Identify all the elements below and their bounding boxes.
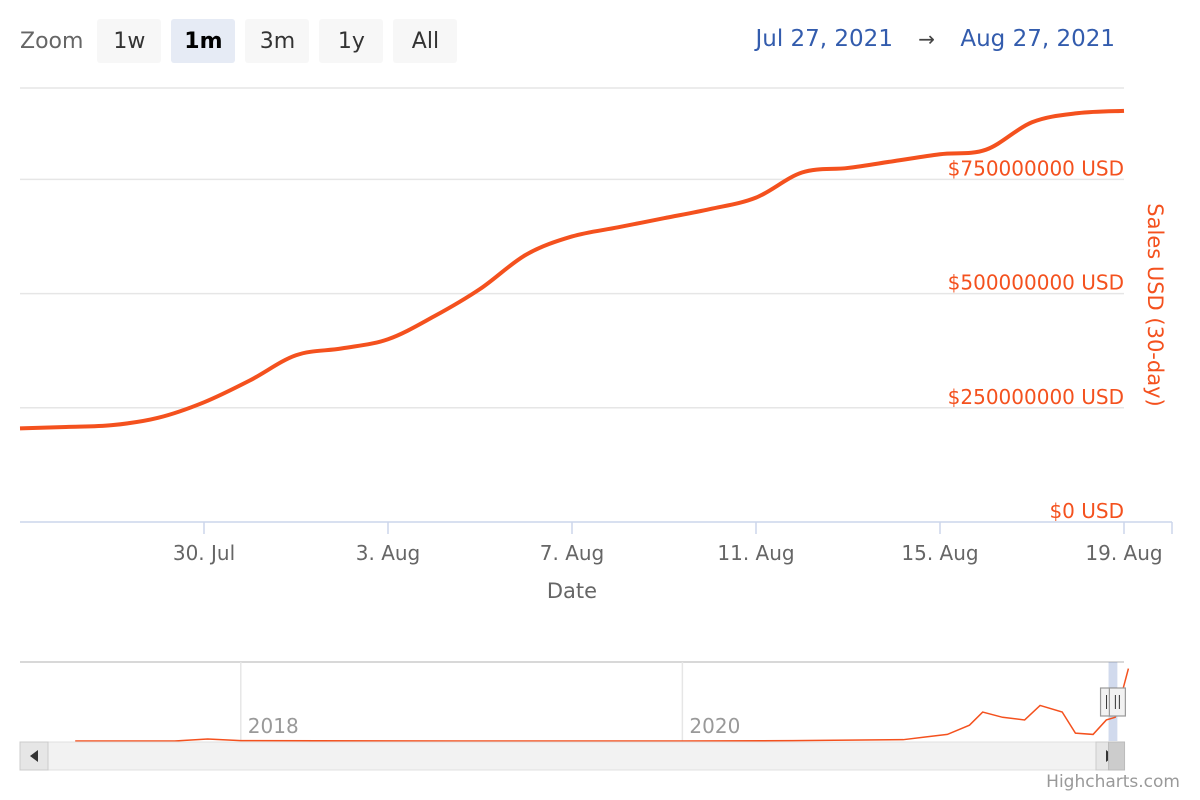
zoom-1w-button[interactable]: 1w	[97, 19, 162, 63]
navigator-right-handle[interactable]	[1108, 687, 1126, 717]
scroll-left-arrow-icon	[30, 750, 38, 762]
zoom-all-button[interactable]: All	[393, 19, 458, 63]
range-from-input[interactable]: Jul 27, 2021	[755, 26, 893, 52]
handle-box	[1108, 687, 1126, 717]
y-tick-label: $250000000 USD	[948, 385, 1124, 409]
zoom-label: Zoom	[20, 28, 84, 54]
navigator-series-line	[75, 668, 1130, 742]
zoom-3m-button[interactable]: 3m	[245, 19, 310, 63]
scrollbar-track	[19, 741, 1125, 771]
y-tick-label: $500000000 USD	[948, 271, 1124, 295]
scrollbar-thumb	[1108, 741, 1126, 771]
y-axis-title: Sales USD (30-day)	[1143, 203, 1167, 406]
navigator-year-label: 2020	[689, 714, 740, 738]
x-tick-label: 19. Aug	[1085, 541, 1162, 565]
highcharts-credit[interactable]: Highcharts.com	[1046, 772, 1180, 792]
zoom-1m-button[interactable]: 1m	[171, 19, 236, 63]
date-range: Jul 27, 2021 → Aug 27, 2021	[755, 26, 1115, 52]
zoom-1y-button[interactable]: 1y	[319, 19, 384, 63]
x-tick-label: 11. Aug	[717, 541, 794, 565]
y-tick-label: $750000000 USD	[948, 156, 1124, 180]
x-tick-label: 3. Aug	[356, 541, 421, 565]
range-arrow-icon: →	[918, 27, 936, 51]
y-tick-label: $0 USD	[1049, 499, 1124, 523]
x-tick-label: 30. Jul	[173, 541, 235, 565]
x-axis-title: Date	[547, 579, 597, 603]
series-line	[19, 108, 1125, 431]
x-tick-label: 7. Aug	[540, 541, 605, 565]
navigator-year-label: 2018	[248, 714, 299, 738]
range-to-input[interactable]: Aug 27, 2021	[960, 26, 1115, 52]
x-tick-label: 15. Aug	[901, 541, 978, 565]
zoom-toolbar: Zoom 1w 1m 3m 1y All	[20, 18, 467, 64]
navigator-scrollbar[interactable]	[19, 741, 1126, 771]
